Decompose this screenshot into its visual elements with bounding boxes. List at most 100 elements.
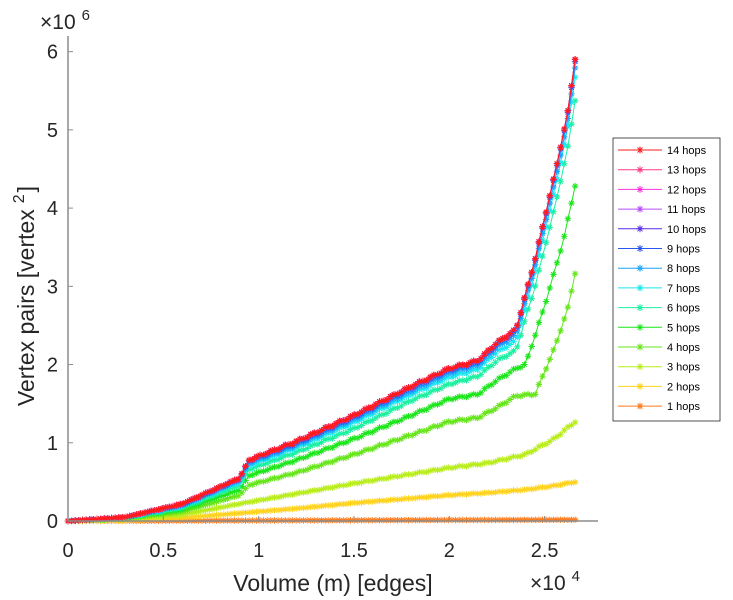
data-point-marker	[427, 382, 434, 389]
data-point-marker	[459, 462, 466, 470]
data-point-marker	[398, 416, 405, 424]
data-point-marker	[492, 359, 499, 366]
data-point-marker	[434, 401, 441, 408]
data-point-marker	[539, 373, 546, 380]
data-point-marker	[166, 503, 173, 511]
data-point-marker	[408, 495, 416, 502]
data-point-marker	[369, 445, 376, 453]
data-point-marker	[506, 516, 514, 524]
data-point-marker	[401, 385, 409, 392]
data-point-marker	[463, 463, 470, 470]
data-point-marker	[510, 332, 517, 339]
data-point-marker	[314, 503, 322, 510]
data-point-marker	[408, 383, 416, 391]
data-point-marker	[285, 471, 293, 478]
data-point-marker	[495, 456, 503, 463]
data-point-marker	[213, 485, 220, 492]
data-point-marker	[441, 366, 448, 374]
data-point-marker	[510, 516, 517, 524]
data-point-marker	[278, 461, 285, 469]
data-point-marker	[278, 493, 285, 500]
data-point-marker	[289, 505, 296, 513]
data-point-marker	[361, 419, 369, 426]
data-point-marker	[437, 378, 445, 385]
y-axis-label-sup: 2	[11, 194, 28, 203]
data-point-marker	[300, 504, 307, 512]
data-point-marker	[514, 516, 521, 524]
data-point-marker	[456, 462, 463, 470]
data-point-marker	[416, 428, 423, 435]
data-point-marker	[528, 486, 535, 493]
data-point-marker	[198, 507, 206, 515]
data-point-marker	[532, 261, 539, 269]
data-point-marker	[521, 361, 528, 368]
data-point-marker	[485, 356, 492, 363]
data-point-marker	[245, 466, 253, 473]
data-point-marker	[430, 401, 438, 408]
data-point-marker	[267, 494, 274, 502]
data-point-marker	[372, 443, 380, 451]
data-point-marker	[122, 513, 130, 521]
data-point-marker	[235, 510, 242, 517]
data-point-marker	[231, 493, 238, 500]
data-point-marker	[532, 391, 539, 398]
data-point-marker	[517, 309, 524, 316]
legend-label: 13 hops	[667, 165, 707, 177]
data-point-marker	[477, 490, 485, 497]
data-point-marker	[162, 504, 169, 511]
data-point-marker	[488, 381, 495, 388]
data-point-marker	[434, 371, 441, 378]
data-point-marker	[542, 365, 550, 373]
data-point-marker	[535, 238, 543, 245]
data-point-marker	[524, 390, 532, 398]
data-point-marker	[293, 448, 300, 456]
data-point-marker	[213, 511, 220, 519]
data-point-marker	[303, 466, 311, 473]
data-point-marker	[351, 450, 358, 458]
data-point-marker	[401, 433, 409, 440]
data-point-marker	[332, 420, 340, 427]
data-point-marker	[485, 347, 492, 354]
data-point-marker	[466, 359, 474, 366]
data-point-marker	[238, 478, 246, 485]
data-point-marker	[550, 346, 557, 353]
legend-item: 7 hops	[618, 283, 701, 295]
legend-label: 4 hops	[667, 342, 701, 354]
data-point-marker	[245, 456, 253, 464]
data-point-marker	[318, 427, 325, 434]
data-point-marker	[394, 496, 401, 503]
data-point-marker	[466, 490, 474, 497]
data-point-marker	[474, 373, 481, 381]
x-tick-label: 0	[62, 540, 73, 562]
data-point-marker	[430, 466, 438, 473]
data-point-marker	[528, 269, 535, 276]
data-point-marker	[477, 413, 485, 421]
data-point-marker	[390, 473, 398, 480]
data-point-marker	[481, 350, 488, 357]
y-axis-label-close: ]	[13, 186, 39, 192]
data-point-marker	[376, 398, 383, 405]
data-point-marker	[213, 504, 220, 512]
data-point-marker	[474, 415, 481, 422]
data-point-marker	[303, 445, 311, 452]
data-point-marker	[347, 436, 354, 443]
data-point-marker	[524, 287, 532, 294]
data-point-marker	[568, 422, 575, 429]
data-point-marker	[231, 501, 238, 508]
data-point-marker	[401, 399, 409, 406]
data-point-marker	[466, 368, 474, 375]
data-point-marker	[318, 461, 325, 469]
x-tick-label: 1	[253, 540, 264, 562]
data-point-marker	[387, 517, 394, 524]
data-point-marker	[343, 481, 351, 489]
data-point-marker	[456, 361, 463, 368]
data-point-marker	[198, 502, 206, 510]
y-tick-label: 6	[47, 42, 58, 64]
data-point-marker	[238, 489, 246, 496]
data-point-marker	[561, 427, 568, 434]
legend-item: 4 hops	[618, 342, 701, 354]
data-point-marker	[456, 491, 463, 498]
data-point-marker	[318, 486, 325, 493]
x-tick-label: 0.5	[149, 540, 177, 562]
